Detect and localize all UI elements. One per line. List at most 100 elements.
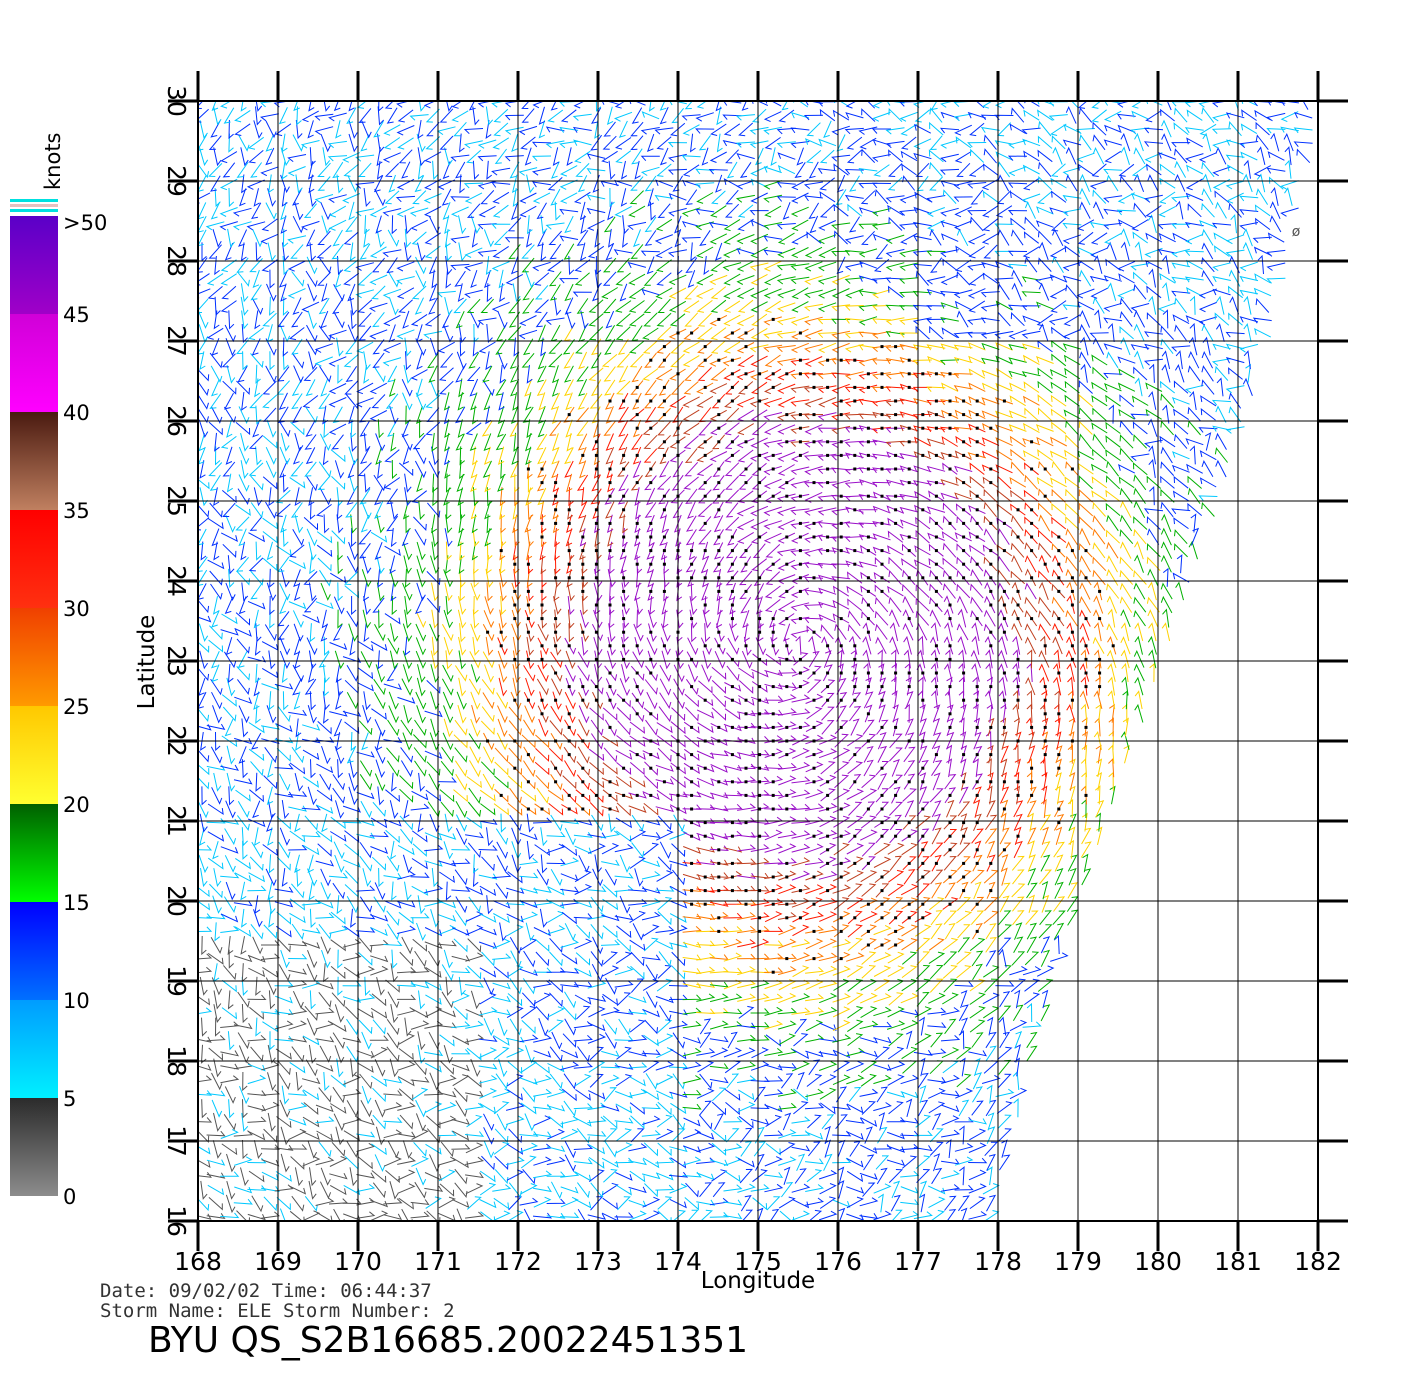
wind-barb [1012, 896, 1025, 912]
wind-barb [999, 827, 1010, 845]
wind-barb [480, 1211, 496, 1221]
wind-barb [891, 662, 898, 683]
wind-barb [1147, 581, 1157, 601]
wind-barb [959, 1017, 968, 1036]
wind-barb [929, 788, 944, 803]
wind-barb [919, 731, 926, 750]
wind-barb [824, 1125, 831, 1145]
wind-barb [723, 1213, 743, 1220]
wind-barb [1040, 841, 1051, 858]
wind-barb [969, 1196, 986, 1210]
wind-barb [1067, 909, 1079, 926]
wind-barb [864, 1126, 873, 1144]
wind-barb [331, 992, 346, 1008]
wind-barb [941, 1184, 961, 1192]
wind-barb [944, 1195, 957, 1211]
wind-barb [520, 1005, 537, 1019]
wind-barb [397, 1033, 415, 1046]
wind-barb [564, 1154, 576, 1172]
wind-barb [343, 966, 360, 979]
wind-barb [615, 951, 633, 965]
wind-barb [1055, 745, 1063, 764]
wind-barb [848, 829, 863, 843]
wind-barb [683, 1117, 701, 1127]
wind-barb [348, 773, 358, 792]
wind-barb [373, 896, 386, 913]
wind-barb [1026, 1031, 1038, 1049]
wind-barb [317, 843, 332, 857]
wind-barb [211, 691, 223, 710]
wind-barb [956, 910, 973, 924]
wind-barb [498, 623, 508, 643]
wind-barb [451, 886, 471, 892]
wind-barb [848, 635, 858, 655]
wind-barb [658, 706, 672, 723]
wind-barb [723, 993, 743, 1002]
wind-barb [547, 1062, 565, 1073]
wind-barb [987, 772, 994, 791]
wind-barb [943, 636, 954, 655]
wind-barb [473, 568, 479, 588]
wind-barb [198, 1036, 212, 1043]
wind-barb [833, 924, 850, 938]
wind-barb [984, 635, 994, 655]
wind-barb [1040, 758, 1047, 778]
wind-barb [771, 623, 778, 643]
wind-barb [634, 582, 641, 602]
wind-barb [997, 1073, 1012, 1088]
wind-barb [859, 911, 878, 923]
wind-barb [946, 731, 955, 750]
wind-barb [553, 582, 560, 602]
wind-barb [260, 1089, 281, 1096]
wind-barb [247, 885, 267, 892]
wind-barb [659, 692, 672, 710]
wind-barb [709, 939, 729, 947]
wind-barb [279, 773, 291, 792]
wind-barb [208, 857, 224, 870]
wind-barb [769, 610, 777, 628]
wind-barb [316, 789, 333, 802]
wind-barb [413, 734, 427, 749]
wind-barb [1050, 952, 1069, 962]
wind-barb [519, 1077, 538, 1085]
wind-barb [398, 1197, 414, 1210]
wind-barb [655, 764, 674, 772]
wind-barb [1039, 869, 1052, 885]
wind-barb [279, 827, 291, 846]
wind-barb [304, 1195, 318, 1212]
wind-barb [200, 1044, 207, 1064]
wind-barb [346, 746, 356, 764]
wind-barb [228, 786, 235, 806]
wind-barb [268, 650, 276, 670]
wind-barb [1119, 582, 1133, 600]
wind-barb [554, 609, 561, 629]
wind-barb [466, 1196, 482, 1210]
wind-barb [383, 940, 403, 947]
wind-barb [403, 704, 413, 724]
wind-barb [316, 1211, 333, 1221]
wind-barb [873, 938, 892, 950]
wind-barb [470, 623, 481, 642]
wind-barb [793, 1033, 809, 1047]
wind-barb [656, 1128, 674, 1140]
wind-barb [1024, 596, 1038, 613]
wind-barb [876, 1086, 889, 1103]
wind-barb [791, 747, 810, 759]
wind-barb [901, 910, 918, 924]
wind-barb [254, 827, 261, 846]
wind-barb [602, 1115, 618, 1129]
wind-barb [887, 924, 905, 936]
wind-barb [764, 735, 784, 744]
wind-barb [946, 704, 954, 723]
wind-barb [334, 745, 345, 765]
wind-barb [628, 1050, 647, 1057]
wind-barb [915, 584, 930, 598]
wind-barb [791, 679, 810, 691]
wind-barb [723, 803, 743, 810]
wind-barb [373, 678, 386, 696]
wind-barb [731, 609, 738, 629]
wind-barb [266, 786, 274, 806]
wind-barb [206, 1035, 226, 1042]
wind-barb [915, 978, 931, 992]
